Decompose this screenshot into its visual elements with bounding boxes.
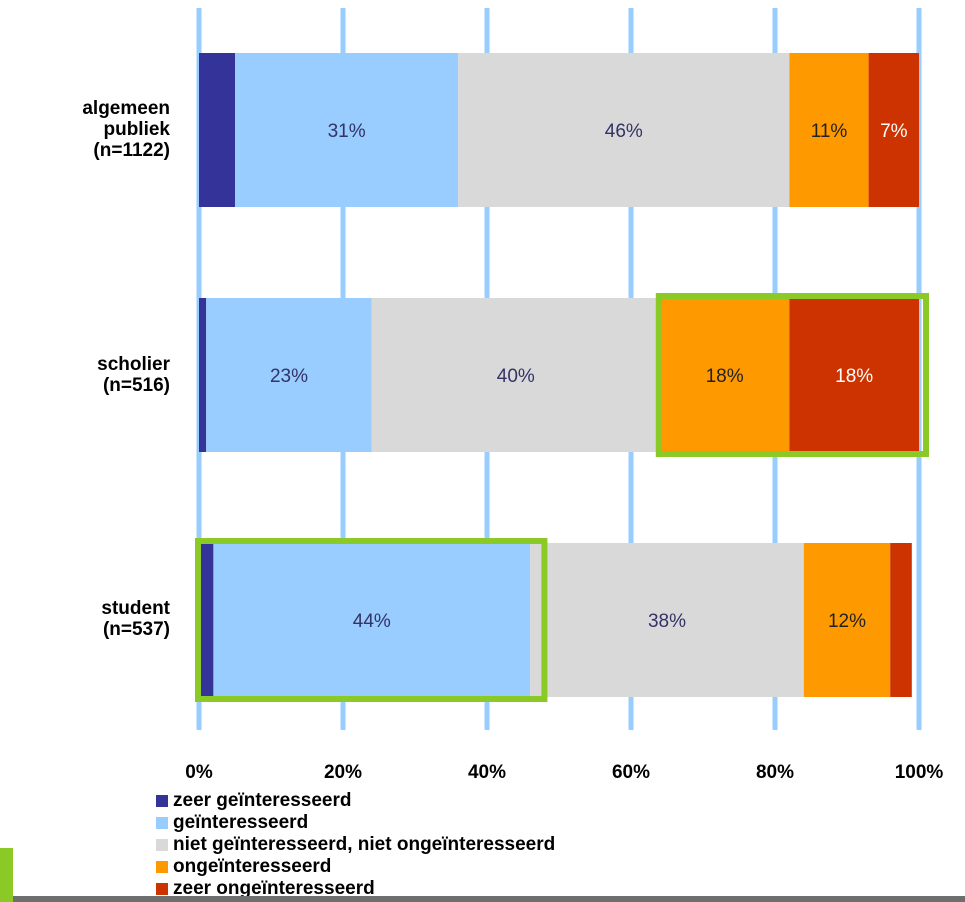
legend-label: niet geïnteresseerd, niet ongeïnteressee… [173,834,555,856]
legend-swatch [156,839,168,851]
x-tick-label: 20% [303,762,383,784]
legend-label: ongeïnteresseerd [173,856,331,878]
legend-swatch [156,883,168,895]
bar-segment [199,543,213,697]
data-label: 23% [270,366,308,387]
x-tick-label: 80% [735,762,815,784]
legend-item: geïnteresseerd [156,812,555,834]
legend-item: zeer geïnteresseerd [156,790,555,812]
legend-item: niet geïnteresseerd, niet ongeïnteressee… [156,834,555,856]
bar-segment [199,53,235,207]
slide-bottom-rule [13,896,965,902]
legend-swatch [156,861,168,873]
data-label: 11% [811,121,848,142]
bar-segment [199,298,206,452]
legend-item: ongeïnteresseerd [156,856,555,878]
bar-segment [890,543,912,697]
data-label: 12% [828,611,866,632]
x-tick-label: 40% [447,762,527,784]
slide-accent-bar [0,848,13,902]
data-label: 18% [835,366,873,387]
category-label: algemeen publiek (n=1122) [0,98,170,161]
legend-label: geïnteresseerd [173,812,308,834]
category-label: student (n=537) [0,598,170,640]
data-label: 7% [880,121,908,142]
category-label: scholier (n=516) [0,354,170,396]
legend-swatch [156,795,168,807]
bars: 31% 46% 11% 7% 23% 40% 18% 18% 44% 38% 12% [199,53,919,697]
x-tick-label: 0% [159,762,239,784]
data-label: 46% [605,121,643,142]
legend-label: zeer geïnteresseerd [173,790,352,812]
data-label: 31% [328,121,366,142]
data-label: 18% [706,366,744,387]
data-label: 38% [648,611,686,632]
x-tick-label: 60% [591,762,671,784]
data-label: 40% [497,366,535,387]
x-tick-label: 100% [879,762,959,784]
legend-swatch [156,817,168,829]
data-label: 44% [353,611,391,632]
legend: zeer geïnteresseerd geïnteresseerd niet ge… [156,790,555,900]
